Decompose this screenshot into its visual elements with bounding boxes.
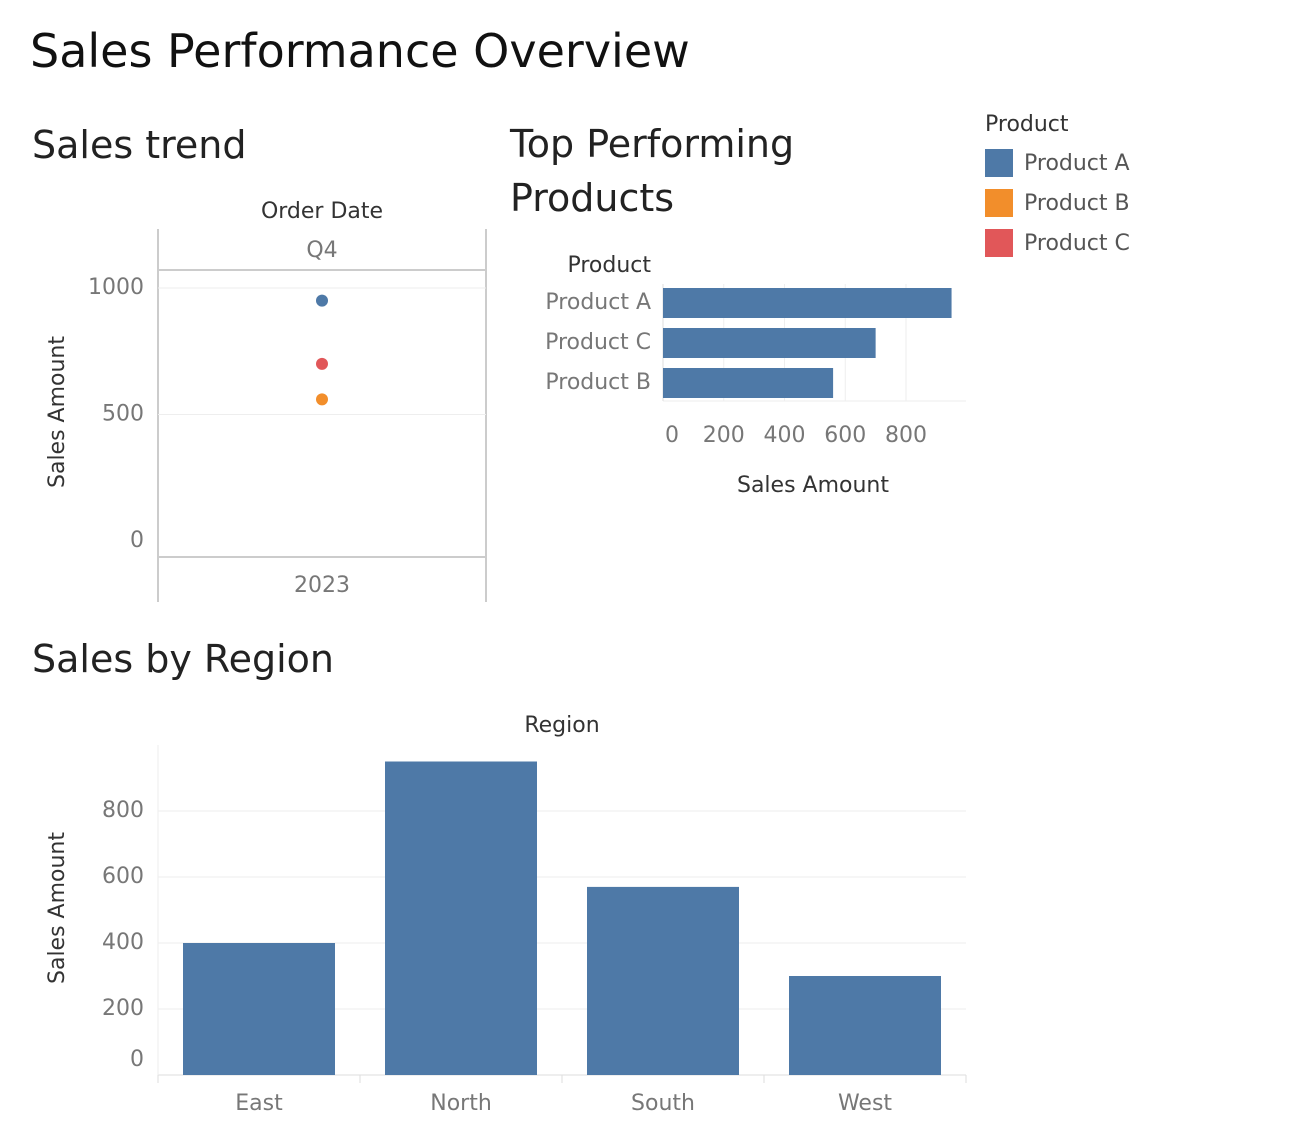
- column-footer-year: 2023: [294, 573, 350, 598]
- category-label: North: [430, 1091, 492, 1116]
- legend-swatch: [985, 189, 1013, 217]
- sales-by-region-title: Sales by Region: [32, 637, 334, 681]
- bar: [663, 328, 876, 358]
- column-header-q4: Q4: [306, 238, 337, 263]
- x-axis-label: Sales Amount: [737, 473, 889, 498]
- category-label: West: [838, 1091, 892, 1116]
- product-legend: Product Product A Product B Product C: [985, 112, 1130, 263]
- row-header-title: Product: [567, 253, 651, 278]
- column-header-title: Order Date: [261, 199, 383, 224]
- y-tick-label: 0: [130, 1047, 144, 1072]
- legend-title: Product: [985, 112, 1069, 137]
- legend-item-product-a[interactable]: Product A: [985, 143, 1130, 183]
- x-tick-label: 800: [885, 423, 927, 448]
- bar: [663, 368, 834, 398]
- y-tick-label: 500: [102, 402, 144, 427]
- y-tick-label: 200: [102, 996, 144, 1021]
- y-tick-label: 400: [102, 930, 144, 955]
- bar: [587, 886, 739, 1075]
- category-label: South: [631, 1091, 695, 1116]
- y-tick-label: 800: [102, 798, 144, 823]
- legend-swatch: [985, 229, 1013, 257]
- y-axis-label: Sales Amount: [45, 336, 70, 488]
- x-tick-label: 400: [764, 423, 806, 448]
- x-tick-label: 200: [703, 423, 745, 448]
- category-label: East: [235, 1091, 283, 1116]
- bar: [789, 976, 941, 1075]
- bar: [385, 761, 537, 1075]
- bar: [663, 288, 952, 318]
- data-point: [316, 393, 328, 406]
- category-label: Product A: [545, 290, 651, 315]
- category-label: Product C: [545, 330, 651, 355]
- dashboard-title: Sales Performance Overview: [30, 24, 690, 78]
- y-axis-label: Sales Amount: [45, 832, 70, 984]
- x-tick-label: 600: [824, 423, 866, 448]
- legend-label: Product C: [1024, 230, 1130, 256]
- legend-swatch: [985, 149, 1013, 177]
- legend-label: Product B: [1024, 190, 1130, 216]
- legend-label: Product A: [1024, 150, 1130, 176]
- column-header-title: Region: [524, 713, 599, 738]
- category-label: Product B: [545, 370, 651, 395]
- y-tick-label: 0: [130, 528, 144, 553]
- y-tick-label: 600: [102, 864, 144, 889]
- sales-trend-title: Sales trend: [32, 123, 247, 167]
- legend-item-product-b[interactable]: Product B: [985, 183, 1130, 223]
- bar: [183, 943, 335, 1075]
- y-tick-label: 1000: [88, 275, 144, 300]
- data-point: [316, 294, 328, 307]
- x-tick-label: 0: [665, 423, 679, 448]
- data-point: [316, 357, 328, 370]
- legend-item-product-c[interactable]: Product C: [985, 223, 1130, 263]
- top-products-title: Top Performing Products: [510, 122, 795, 220]
